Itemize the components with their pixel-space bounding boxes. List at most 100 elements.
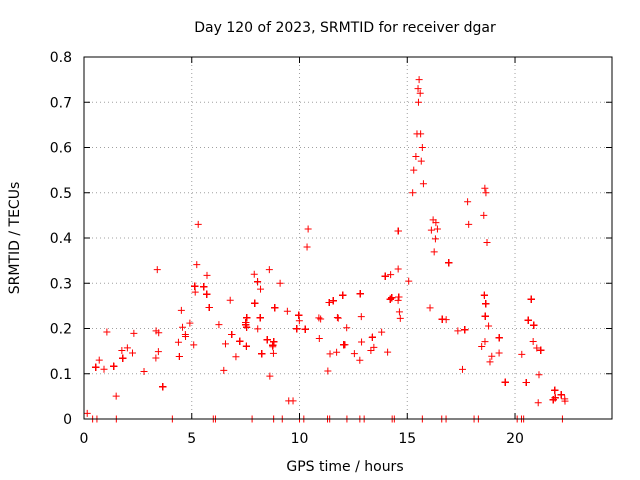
y-tick-label: 0.8	[50, 50, 72, 66]
data-point	[430, 248, 438, 256]
data-point	[529, 337, 537, 345]
data-point	[370, 343, 378, 351]
data-point	[530, 321, 538, 329]
data-point	[454, 327, 462, 335]
data-point	[258, 350, 266, 358]
data-point	[242, 342, 250, 350]
data-point	[242, 321, 250, 329]
data-point	[118, 346, 126, 354]
x-axis-label: GPS time / hours	[286, 459, 403, 475]
data-point	[200, 283, 208, 291]
data-point	[325, 299, 333, 307]
data-point	[317, 315, 325, 323]
data-point	[368, 333, 376, 341]
data-point	[333, 314, 341, 322]
data-point	[524, 316, 532, 324]
data-point	[343, 324, 351, 332]
data-point	[175, 352, 183, 360]
data-point	[537, 346, 545, 354]
data-point	[226, 296, 234, 304]
data-point	[482, 189, 490, 197]
data-point	[387, 271, 395, 279]
data-point	[191, 282, 199, 290]
data-point	[394, 265, 402, 273]
data-point	[95, 356, 103, 364]
data-point	[221, 340, 229, 348]
chart-title: Day 120 of 2023, SRMTID for receiver dga…	[194, 20, 496, 36]
data-point	[295, 311, 303, 319]
data-point	[414, 98, 422, 106]
y-tick-label: 0.2	[50, 322, 72, 338]
y-tick-label: 0.4	[50, 231, 72, 247]
data-point	[486, 358, 494, 366]
data-point	[395, 293, 403, 301]
data-point	[194, 220, 202, 228]
data-point	[232, 353, 240, 361]
data-point	[384, 348, 392, 356]
data-point	[326, 350, 334, 358]
data-point	[251, 299, 259, 307]
data-point	[340, 341, 348, 349]
data-point	[458, 365, 466, 373]
data-point	[130, 329, 138, 337]
y-tick-label: 0.6	[50, 141, 72, 157]
data-point	[270, 338, 278, 346]
data-point	[254, 278, 262, 286]
data-point	[551, 394, 559, 402]
data-point	[333, 348, 341, 356]
data-point	[220, 366, 228, 374]
data-point	[304, 225, 312, 233]
data-point	[482, 300, 490, 308]
data-point	[190, 341, 198, 349]
data-point	[289, 397, 297, 405]
data-point	[461, 326, 469, 334]
data-point	[427, 226, 435, 234]
x-tick-labels: 0 5 10 15 20	[80, 431, 524, 447]
data-point	[293, 325, 301, 333]
data-point	[445, 259, 453, 267]
data-point	[236, 337, 244, 345]
data-point	[123, 344, 131, 352]
y-tick-label: 0.7	[50, 95, 72, 111]
data-point	[386, 295, 394, 303]
data-point	[419, 180, 427, 188]
data-point	[254, 325, 262, 333]
data-point	[283, 307, 291, 315]
data-point	[561, 395, 569, 403]
data-point	[416, 89, 424, 97]
data-point	[159, 383, 167, 391]
data-point	[357, 313, 365, 321]
axis-ticks	[83, 56, 612, 420]
data-point	[205, 303, 213, 311]
data-point	[388, 294, 396, 302]
data-point	[119, 354, 127, 362]
data-point	[155, 329, 163, 337]
data-point	[551, 386, 559, 394]
data-point	[140, 368, 148, 376]
data-point	[485, 322, 493, 330]
data-point	[276, 279, 284, 287]
y-tick-label: 0.3	[50, 276, 72, 292]
y-tick-labels: 0 0.1 0.2 0.3 0.4 0.5 0.6 0.7 0.8	[50, 50, 72, 428]
data-point	[182, 333, 190, 341]
data-point	[269, 349, 277, 357]
data-point	[417, 157, 425, 165]
data-point	[464, 198, 472, 206]
data-point	[257, 285, 265, 293]
data-point	[334, 314, 342, 322]
data-point	[429, 216, 437, 224]
data-point	[103, 328, 111, 336]
data-point	[92, 363, 100, 371]
data-point	[410, 166, 418, 174]
data-point	[414, 85, 422, 93]
data-point	[186, 319, 194, 327]
data-point	[339, 291, 347, 299]
data-point	[303, 243, 311, 251]
data-point	[301, 325, 309, 333]
data-point	[522, 379, 530, 387]
data-point	[480, 291, 488, 299]
data-point	[250, 270, 258, 278]
data-point	[438, 315, 446, 323]
data-point	[128, 349, 136, 357]
data-point	[495, 334, 503, 342]
